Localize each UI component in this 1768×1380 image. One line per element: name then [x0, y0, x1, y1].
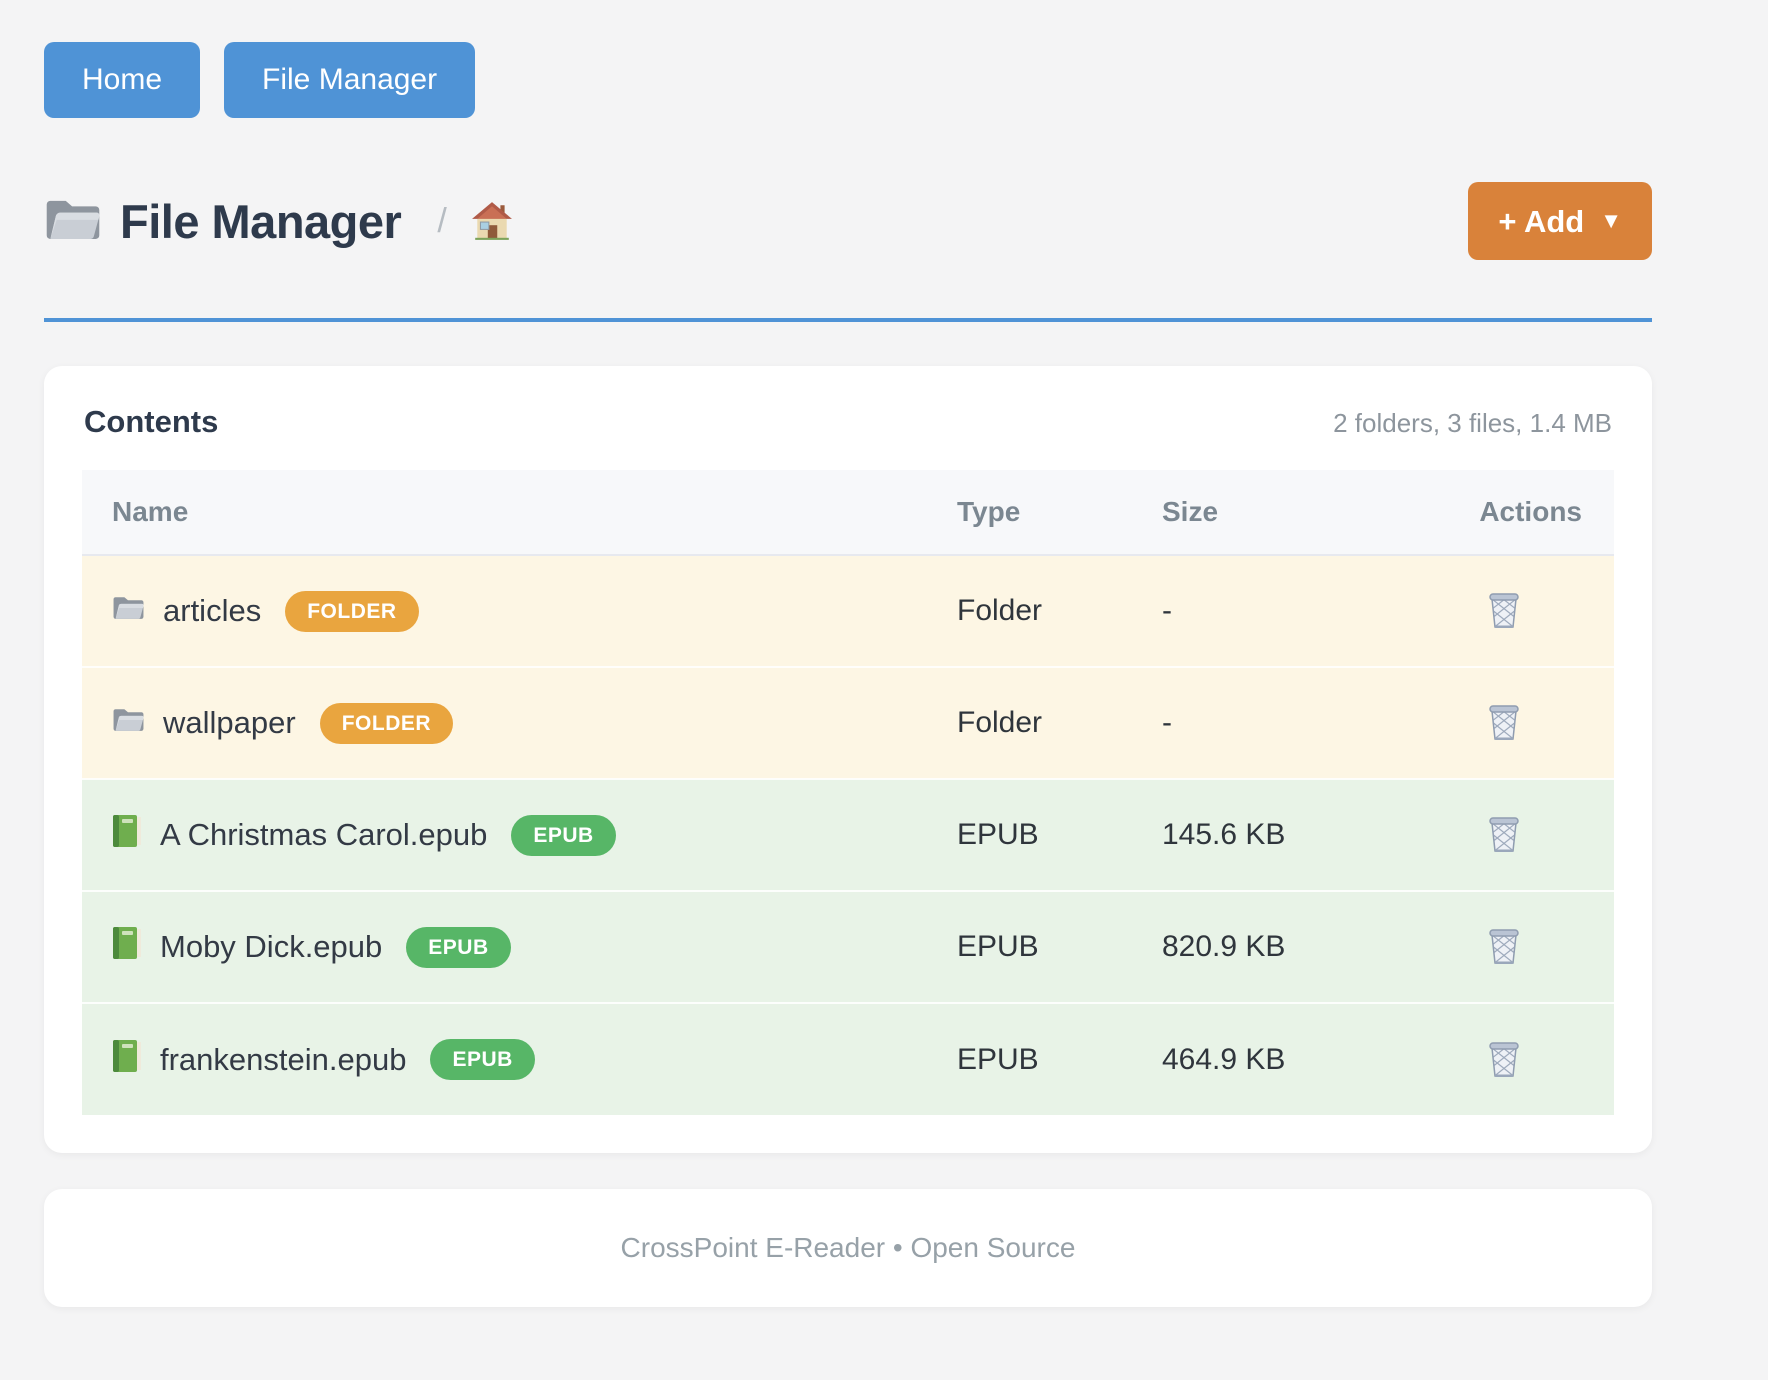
folder-icon [112, 706, 145, 741]
delete-button[interactable] [1482, 921, 1526, 969]
wastebasket-icon [1486, 929, 1522, 968]
file-type: Folder [957, 666, 1162, 779]
file-type: Folder [957, 555, 1162, 667]
title-underline [44, 318, 1652, 322]
folder-icon [112, 594, 145, 629]
table-row: articles FOLDER Folder - [82, 555, 1614, 667]
file-size: 820.9 KB [1162, 890, 1424, 1003]
top-nav: Home File Manager [44, 42, 1652, 118]
type-badge: FOLDER [319, 702, 454, 744]
column-header-name: Name [82, 470, 957, 555]
green-book-icon [112, 1038, 142, 1082]
file-type: EPUB [957, 778, 1162, 891]
type-badge: EPUB [406, 926, 511, 968]
column-header-actions: Actions [1424, 470, 1614, 555]
breadcrumb-separator: / [437, 201, 447, 240]
folder-icon [44, 195, 102, 248]
green-book-icon [112, 925, 142, 969]
delete-button[interactable] [1482, 809, 1526, 857]
file-name[interactable]: articles [163, 593, 262, 628]
house-icon [471, 202, 513, 244]
column-header-size: Size [1162, 470, 1424, 555]
type-badge: FOLDER [285, 590, 419, 632]
add-button[interactable]: + Add ▼ [1468, 182, 1652, 260]
table-row: Moby Dick.epub EPUB EPUB 820.9 KB [82, 890, 1614, 1003]
nav-home-button[interactable]: Home [44, 42, 201, 118]
contents-card-header: Contents 2 folders, 3 files, 1.4 MB [82, 404, 1614, 440]
file-name[interactable]: A Christmas Carol.epub [160, 817, 488, 852]
file-name[interactable]: Moby Dick.epub [160, 929, 383, 964]
delete-button[interactable] [1482, 1034, 1526, 1082]
wastebasket-icon [1486, 1041, 1522, 1081]
page-title-wrap: File Manager / [44, 194, 513, 249]
file-name[interactable]: wallpaper [163, 705, 296, 740]
file-table: Name Type Size Actions articles FOLDER F… [82, 470, 1614, 1115]
file-size: 145.6 KB [1162, 778, 1424, 891]
type-badge: EPUB [511, 814, 616, 856]
file-size: 464.9 KB [1162, 1002, 1424, 1115]
file-type: EPUB [957, 1002, 1162, 1115]
add-button-label: + Add [1498, 203, 1585, 239]
file-size: - [1162, 555, 1424, 667]
footer-card: CrossPoint E-Reader • Open Source [44, 1189, 1652, 1307]
nav-file-manager-button[interactable]: File Manager [224, 42, 476, 118]
table-header-row: Name Type Size Actions [82, 470, 1614, 555]
caret-down-icon: ▼ [1600, 208, 1622, 233]
wastebasket-icon [1486, 817, 1522, 856]
file-name[interactable]: frankenstein.epub [160, 1041, 407, 1077]
wastebasket-icon [1486, 593, 1522, 632]
wastebasket-icon [1486, 705, 1522, 744]
table-row: A Christmas Carol.epub EPUB EPUB 145.6 K… [82, 778, 1614, 891]
green-book-icon [112, 813, 142, 857]
contents-title: Contents [84, 404, 219, 439]
page-header: File Manager / + Add ▼ [44, 182, 1652, 260]
file-size: - [1162, 666, 1424, 779]
contents-summary: 2 folders, 3 files, 1.4 MB [1333, 408, 1612, 438]
column-header-type: Type [957, 470, 1162, 555]
page-title: File Manager [120, 194, 402, 248]
page-container: Home File Manager File Manager / [44, 42, 1652, 1307]
file-type: EPUB [957, 890, 1162, 1003]
table-row: frankenstein.epub EPUB EPUB 464.9 KB [82, 1002, 1614, 1115]
delete-button[interactable] [1482, 697, 1526, 745]
table-row: wallpaper FOLDER Folder - [82, 666, 1614, 779]
type-badge: EPUB [430, 1039, 535, 1080]
breadcrumb-home-link[interactable] [471, 201, 513, 241]
delete-button[interactable] [1482, 585, 1526, 633]
footer-text: CrossPoint E-Reader • Open Source [620, 1232, 1076, 1263]
contents-card: Contents 2 folders, 3 files, 1.4 MB Name… [44, 366, 1652, 1153]
